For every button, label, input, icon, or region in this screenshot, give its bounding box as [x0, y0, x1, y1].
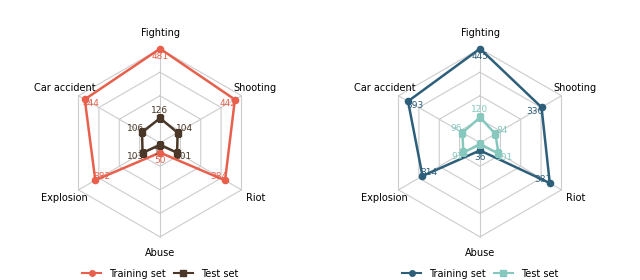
Text: Shooting: Shooting [554, 83, 597, 93]
Text: 8: 8 [477, 148, 483, 157]
Text: Riot: Riot [246, 193, 265, 203]
Text: Fighting: Fighting [461, 28, 499, 38]
Point [79, 97, 90, 102]
Text: 101: 101 [497, 153, 514, 162]
Text: 11: 11 [154, 148, 166, 157]
Text: 36: 36 [474, 153, 486, 162]
Legend: Training set, Test set: Training set, Test set [78, 265, 242, 280]
Text: Shooting: Shooting [234, 83, 277, 93]
Point [155, 143, 165, 147]
Text: Abuse: Abuse [145, 248, 175, 258]
Text: 444: 444 [83, 99, 100, 108]
Text: 91: 91 [451, 152, 463, 161]
Point [490, 132, 500, 136]
Text: 84: 84 [496, 126, 508, 135]
Point [155, 150, 165, 155]
Text: 481: 481 [152, 52, 168, 61]
Point [475, 115, 485, 120]
Text: 104: 104 [175, 124, 193, 133]
Legend: Training set, Test set: Training set, Test set [398, 265, 562, 280]
Text: 50: 50 [154, 156, 166, 165]
Point [155, 46, 165, 51]
Text: 106: 106 [127, 124, 144, 133]
Text: 445: 445 [472, 52, 488, 61]
Point [458, 150, 468, 155]
Text: 101: 101 [175, 152, 192, 161]
Text: 120: 120 [472, 105, 488, 115]
Point [230, 97, 240, 102]
Text: Car accident: Car accident [34, 83, 95, 93]
Point [155, 116, 165, 120]
Text: Explosion: Explosion [361, 193, 408, 203]
Text: 336: 336 [526, 106, 543, 116]
Text: 442: 442 [220, 99, 237, 108]
Point [138, 151, 148, 155]
Point [172, 150, 182, 155]
Text: 103: 103 [127, 152, 145, 161]
Text: 126: 126 [152, 106, 168, 115]
Text: 382: 382 [93, 172, 110, 181]
Text: Car accident: Car accident [354, 83, 415, 93]
Point [220, 178, 230, 183]
Point [545, 181, 555, 185]
Text: Explosion: Explosion [41, 193, 88, 203]
Text: 393: 393 [406, 101, 423, 109]
Point [403, 99, 413, 104]
Text: Riot: Riot [566, 193, 585, 203]
Point [475, 142, 485, 147]
Point [536, 105, 547, 109]
Text: Abuse: Abuse [465, 248, 495, 258]
Text: 384: 384 [210, 172, 227, 181]
Point [417, 174, 428, 178]
Text: 96: 96 [450, 124, 461, 133]
Point [475, 148, 485, 153]
Point [90, 178, 100, 182]
Text: 314: 314 [420, 168, 438, 177]
Point [475, 46, 485, 51]
Text: Fighting: Fighting [141, 28, 179, 38]
Text: 381: 381 [534, 175, 552, 184]
Point [173, 130, 183, 135]
Point [458, 130, 468, 135]
Point [493, 151, 504, 156]
Point [137, 130, 147, 135]
